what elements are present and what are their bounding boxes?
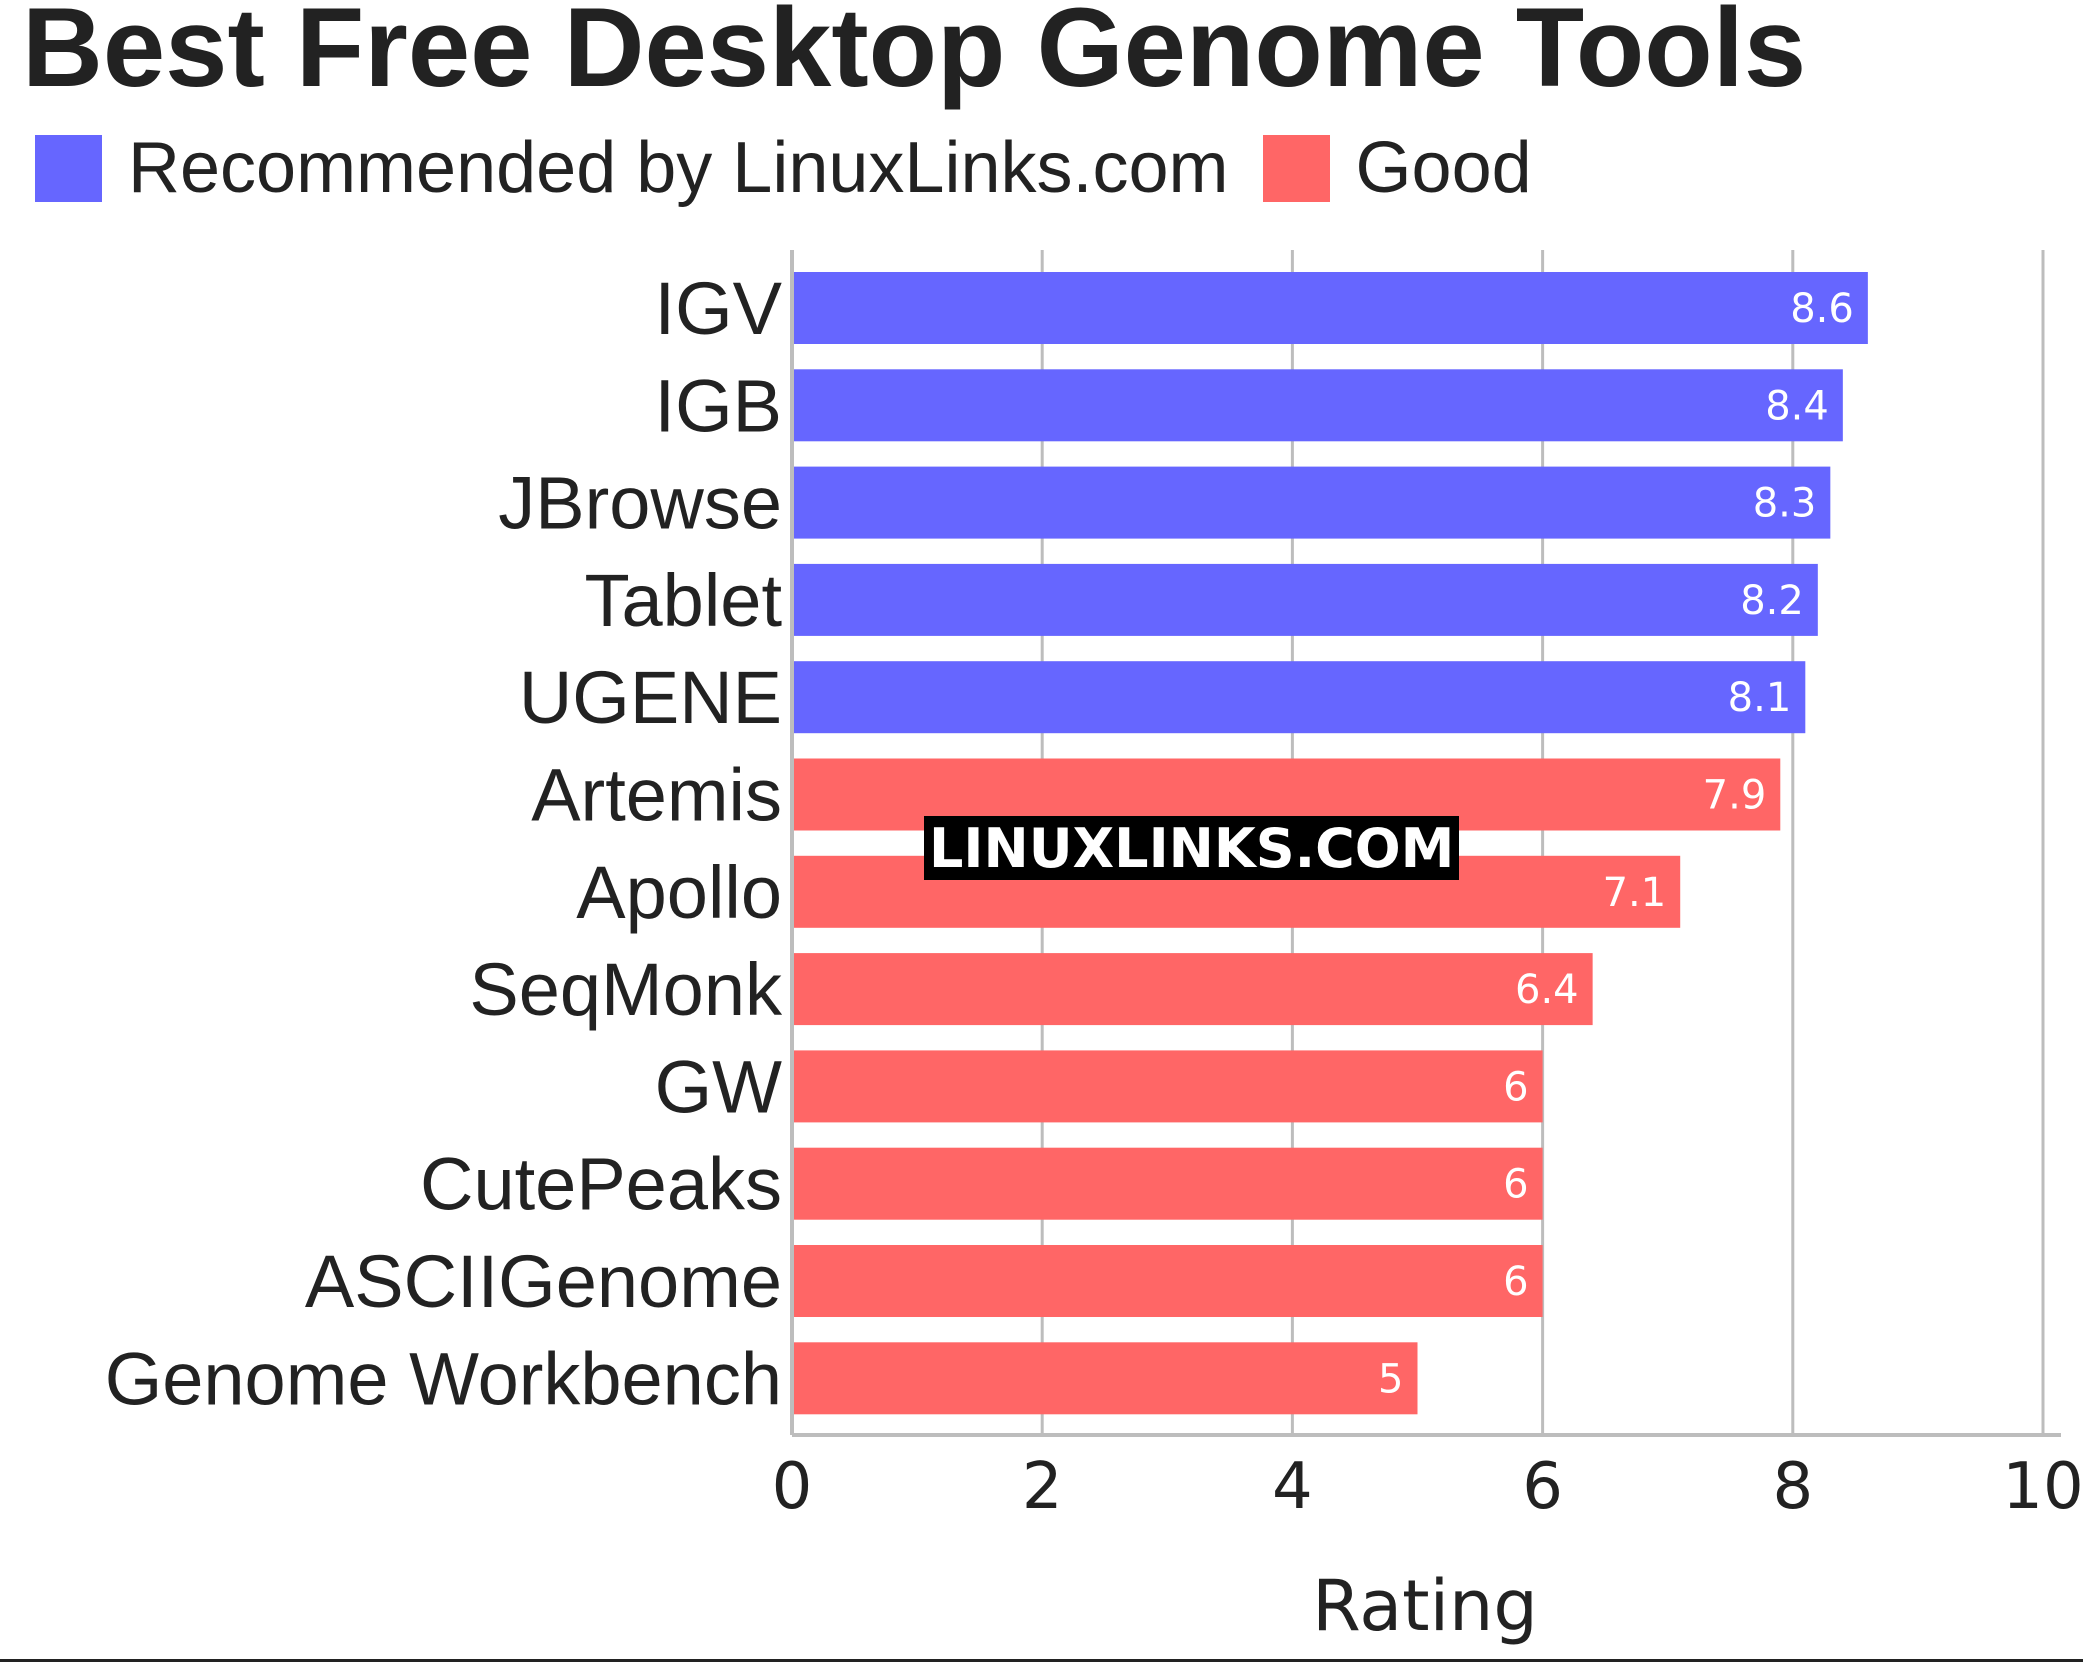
- value-label-cutepeaks: 6: [1503, 1162, 1528, 1208]
- bar-ugene: [792, 661, 1806, 734]
- value-label-gw: 6: [1503, 1064, 1528, 1110]
- bar-igb: [792, 369, 1843, 442]
- value-label-igv: 8.6: [1790, 286, 1854, 332]
- legend-label-good: Good: [1355, 128, 1532, 208]
- x-tick-label-2: 2: [1022, 1450, 1063, 1524]
- bar-gw: [792, 1050, 1543, 1123]
- bar-asciigenome: [792, 1245, 1543, 1317]
- watermark: LINUXLINKS.COM: [924, 816, 1460, 880]
- bar-jbrowse: [792, 466, 1831, 539]
- bar-igv: [792, 272, 1868, 344]
- chart-title: Best Free Desktop Genome Tools: [22, 0, 1807, 110]
- legend-label-recommended: Recommended by LinuxLinks.com: [128, 128, 1229, 208]
- value-label-jbrowse: 8.3: [1753, 481, 1817, 527]
- x-tick-label-4: 4: [1272, 1450, 1313, 1524]
- bar-cutepeaks: [792, 1147, 1543, 1220]
- value-label-asciigenome: 6: [1503, 1259, 1528, 1305]
- value-label-igb: 8.4: [1765, 383, 1829, 429]
- category-label-ugene: UGENE: [519, 656, 782, 739]
- x-tick-label-0: 0: [772, 1450, 813, 1524]
- value-label-tablet: 8.2: [1740, 578, 1804, 624]
- legend-item-good[interactable]: Good: [1262, 128, 1532, 208]
- bar-seqmonk: [792, 953, 1593, 1026]
- category-label-gw: GW: [655, 1045, 783, 1128]
- value-label-genome-workbench: 5: [1378, 1356, 1403, 1402]
- value-label-artemis: 7.9: [1703, 773, 1767, 819]
- category-label-asciigenome: ASCIIGenome: [305, 1240, 782, 1323]
- value-label-ugene: 8.1: [1728, 675, 1792, 721]
- category-label-igv: IGV: [655, 267, 783, 350]
- chart-legend: Recommended by LinuxLinks.com Good: [35, 128, 1566, 208]
- bar-genome-workbench: [792, 1342, 1418, 1415]
- x-axis-title: Rating: [1312, 1565, 1538, 1647]
- labels: 0 2 4 6 8 10 8.6 IGV 8.4 IGB 8.3 JBrowse 8.2 Tablet 8.…: [105, 267, 2083, 1647]
- category-label-jbrowse: JBrowse: [498, 462, 782, 545]
- bottom-divider: [0, 1659, 2083, 1662]
- legend-item-recommended[interactable]: Recommended by LinuxLinks.com: [35, 132, 1229, 204]
- value-label-seqmonk: 6.4: [1515, 967, 1579, 1013]
- value-label-apollo: 7.1: [1603, 870, 1667, 916]
- category-label-igb: IGB: [655, 364, 782, 447]
- x-tick-label-8: 8: [1772, 1450, 1813, 1524]
- category-label-seqmonk: SeqMonk: [469, 948, 783, 1031]
- axes: [790, 250, 2061, 1437]
- category-label-artemis: Artemis: [531, 754, 782, 837]
- bars: [792, 272, 1868, 1415]
- legend-swatch-recommended: [35, 134, 102, 202]
- x-tick-label-10: 10: [2002, 1450, 2083, 1524]
- category-label-genome-workbench: Genome Workbench: [105, 1337, 782, 1420]
- x-tick-label-6: 6: [1522, 1450, 1563, 1524]
- category-label-cutepeaks: CutePeaks: [420, 1143, 782, 1226]
- category-label-apollo: Apollo: [576, 851, 782, 934]
- legend-swatch-good: [1262, 134, 1330, 202]
- category-label-tablet: Tablet: [585, 559, 783, 642]
- bar-tablet: [792, 563, 1818, 636]
